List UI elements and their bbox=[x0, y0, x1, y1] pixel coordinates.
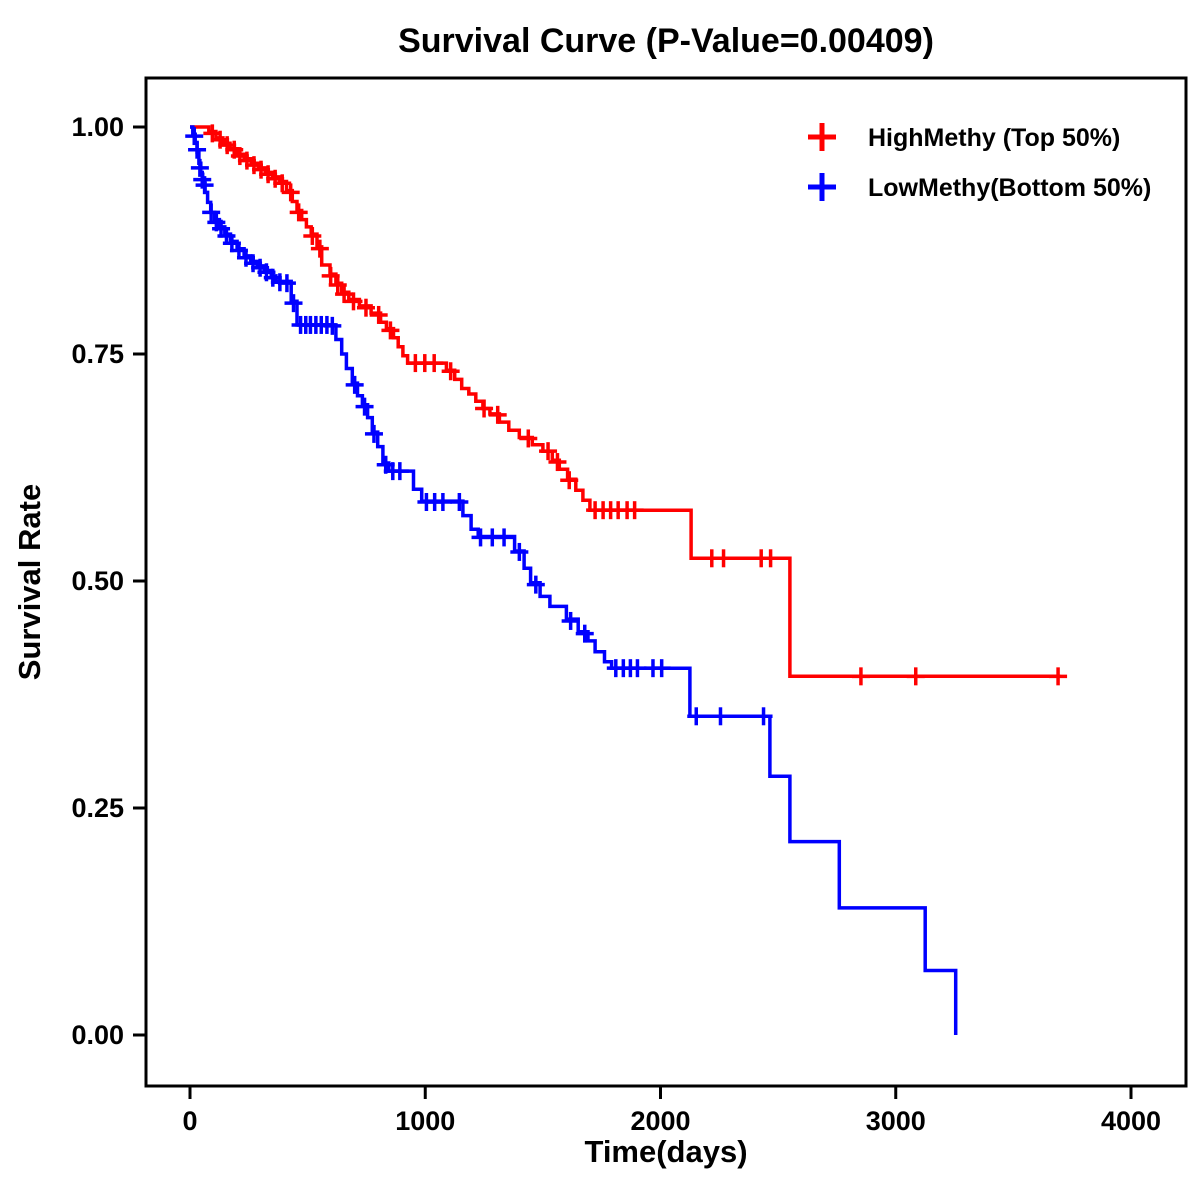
x-tick-label: 2000 bbox=[630, 1106, 690, 1136]
x-tick-label: 4000 bbox=[1101, 1106, 1161, 1136]
chart-legend: HighMethy (Top 50%) LowMethy(Bottom 50%) bbox=[808, 123, 1151, 202]
y-tick-label: 1.00 bbox=[71, 112, 124, 142]
x-axis-label: Time(days) bbox=[584, 1134, 747, 1169]
y-tick-label: 0.00 bbox=[71, 1020, 124, 1050]
x-tick-label: 1000 bbox=[395, 1106, 455, 1136]
y-tick-label: 0.25 bbox=[71, 793, 124, 823]
x-tick-label: 3000 bbox=[866, 1106, 926, 1136]
y-axis-label: Survival Rate bbox=[12, 484, 47, 680]
axis-ticks: 0 1000 2000 3000 4000 0.00 0.25 0.50 0.75 1.00 bbox=[71, 112, 1161, 1136]
x-tick-label: 0 bbox=[182, 1106, 197, 1136]
chart-title: Survival Curve (P-Value=0.00409) bbox=[398, 22, 934, 60]
y-tick-label: 0.75 bbox=[71, 339, 124, 369]
legend-label: HighMethy (Top 50%) bbox=[868, 124, 1120, 152]
legend-label: LowMethy(Bottom 50%) bbox=[868, 174, 1151, 202]
survival-curves bbox=[185, 124, 1068, 1035]
plot-frame bbox=[144, 76, 1188, 1088]
survival-step-line bbox=[190, 125, 1061, 679]
y-tick-label: 0.50 bbox=[71, 566, 124, 596]
survival-step-line bbox=[190, 125, 958, 1035]
